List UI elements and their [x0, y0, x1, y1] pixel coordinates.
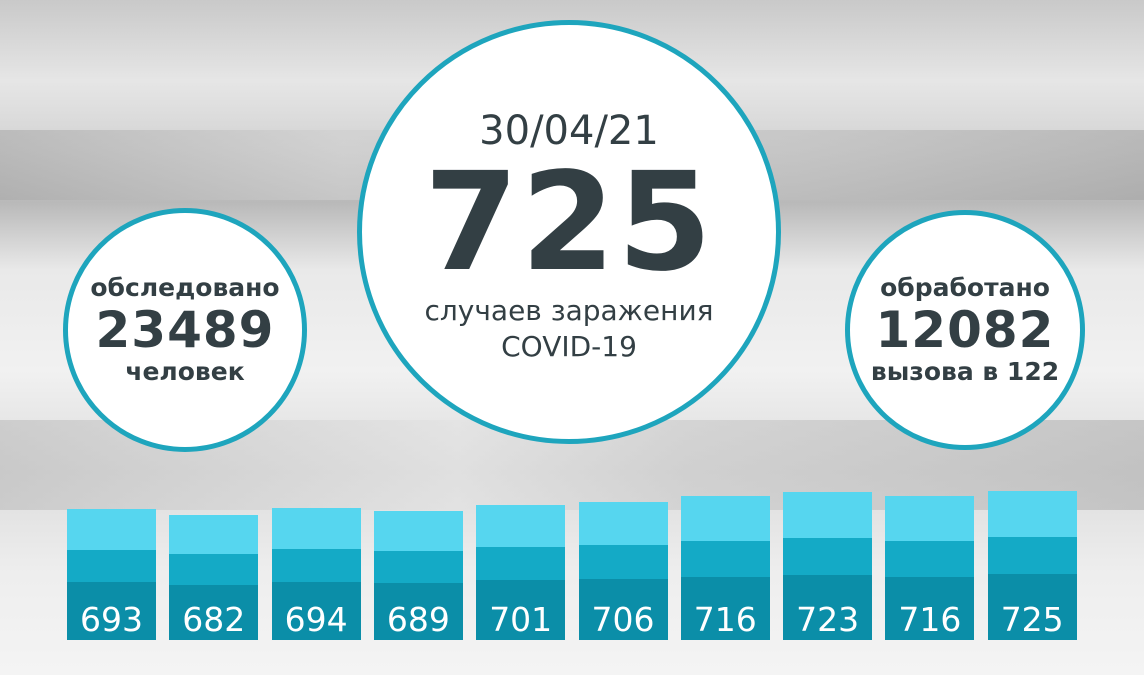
- disease-label: COVID-19: [501, 330, 637, 363]
- bar-value-label: 689: [386, 600, 450, 639]
- bar-value-label: 701: [489, 600, 553, 639]
- bar-segment-light: [987, 491, 1077, 538]
- bar-segment-mid: [373, 551, 463, 584]
- bar-segment-dark: 701: [476, 580, 566, 640]
- bar-segment-dark: 716: [680, 576, 770, 640]
- bar-segment-dark: 689: [373, 583, 463, 640]
- bar-value-label: 723: [796, 600, 860, 639]
- tested-people-circle: обследовано 23489 человек: [63, 208, 307, 452]
- cases-label: случаев заражения: [424, 294, 714, 327]
- bar: 706: [578, 501, 668, 640]
- bar-value-label: 725: [1000, 600, 1064, 639]
- bar-segment-dark: 716: [885, 576, 975, 640]
- bar-segment-mid: [680, 540, 770, 577]
- tested-label: обследовано: [90, 273, 280, 302]
- bar: 694: [271, 508, 361, 640]
- calls-circle: обработано 12082 вызова в 122: [845, 210, 1085, 450]
- bar: 716: [680, 496, 770, 640]
- bar-segment-light: [67, 509, 156, 550]
- bar: 725: [987, 491, 1077, 640]
- bar-segment-light: [373, 511, 463, 552]
- bar-segment-mid: [578, 544, 668, 580]
- tested-unit: человек: [125, 357, 245, 386]
- bar-value-label: 693: [80, 600, 143, 639]
- bar-segment-mid: [271, 549, 361, 583]
- bar: 723: [783, 492, 873, 640]
- bar-segment-dark: 693: [67, 582, 156, 640]
- bar-segment-light: [783, 492, 873, 539]
- cases-value: 725: [424, 144, 714, 302]
- bar-segment-mid: [783, 538, 873, 575]
- bar-segment-light: [885, 496, 975, 541]
- tested-value: 23489: [95, 301, 275, 359]
- calls-value: 12082: [875, 301, 1055, 359]
- bar-value-label: 716: [693, 600, 757, 639]
- bar-segment-mid: [476, 546, 566, 581]
- bar-segment-mid: [67, 549, 156, 583]
- bar-segment-light: [169, 515, 259, 554]
- bar-value-label: 694: [284, 600, 348, 639]
- bar-segment-light: [271, 508, 361, 550]
- bar-segment-light: [578, 501, 668, 545]
- daily-cases-circle: 30/04/21 725 случаев заражения COVID-19: [357, 20, 781, 444]
- bar: 716: [885, 496, 975, 640]
- bar-segment-light: [680, 496, 770, 541]
- bar-segment-mid: [987, 537, 1077, 575]
- bar: 682: [169, 515, 259, 640]
- date: 30/04/21: [479, 108, 659, 154]
- bar-value-label: 716: [898, 600, 962, 639]
- bar-segment-mid: [169, 553, 259, 586]
- bar-value-label: 706: [591, 600, 655, 639]
- bar-segment-dark: 706: [578, 579, 668, 640]
- bar-value-label: 682: [182, 600, 246, 639]
- bar-segment-dark: 723: [783, 574, 873, 640]
- bar: 693: [67, 509, 156, 640]
- bar-segment-dark: 725: [987, 574, 1077, 640]
- bar-segment-mid: [885, 540, 975, 577]
- bar-segment-light: [476, 504, 566, 547]
- bar: 689: [373, 511, 463, 640]
- bar-segment-dark: 682: [169, 585, 259, 640]
- bar: 701: [476, 504, 566, 640]
- calls-unit: вызова в 122: [870, 357, 1060, 386]
- bar-segment-dark: 694: [271, 582, 361, 640]
- calls-label: обработано: [880, 273, 1050, 302]
